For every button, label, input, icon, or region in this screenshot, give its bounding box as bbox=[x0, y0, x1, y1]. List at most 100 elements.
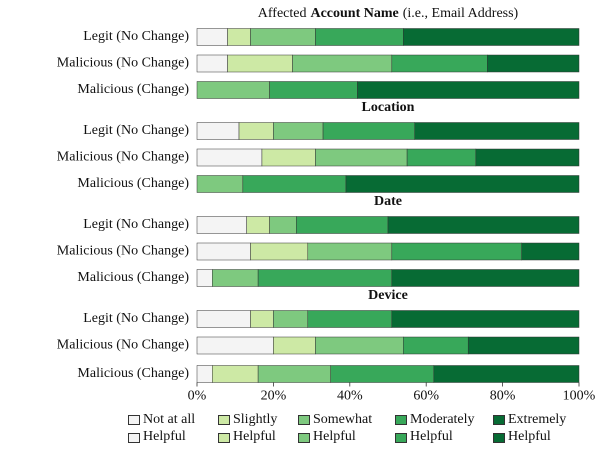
bar-segment bbox=[406, 148, 477, 167]
legend-swatch bbox=[128, 415, 140, 425]
bar-segment bbox=[414, 122, 580, 140]
x-tick-label: 20% bbox=[261, 389, 287, 404]
legend-item: Somewhat Helpful bbox=[298, 411, 379, 451]
legend-label: Somewhat Helpful bbox=[313, 412, 373, 444]
bar-segment bbox=[433, 365, 580, 383]
bar-segment bbox=[403, 336, 469, 355]
bar-segment bbox=[196, 336, 274, 355]
bar-segment bbox=[467, 336, 580, 355]
bar-segment bbox=[242, 175, 347, 193]
x-tick-label: 80% bbox=[490, 389, 516, 404]
bar-segment bbox=[196, 242, 251, 261]
legend-swatch bbox=[395, 415, 407, 425]
category-label: Malicious (No Change) bbox=[57, 244, 190, 259]
chart: Affected Account Name (i.e., Email Address… bbox=[57, 6, 596, 404]
category-label: Malicious (Change) bbox=[77, 176, 189, 191]
bar-segment bbox=[238, 122, 274, 140]
legend-label: Not at all Helpful bbox=[143, 412, 196, 444]
legend-swatch bbox=[218, 415, 230, 425]
bar-segment bbox=[227, 28, 251, 46]
bar-segment bbox=[196, 122, 240, 140]
legend-swatch bbox=[128, 433, 140, 443]
bar-segment bbox=[227, 54, 293, 73]
title-part: Affected bbox=[258, 6, 307, 21]
bar-segment bbox=[196, 269, 213, 287]
category-label: Malicious (No Change) bbox=[57, 56, 190, 71]
category-label: Malicious (No Change) bbox=[57, 150, 190, 165]
category-label: Legit (No Change) bbox=[83, 311, 189, 326]
panel-title: Affected Account Name (i.e., Email Address… bbox=[258, 6, 519, 21]
category-label: Malicious (Change) bbox=[77, 270, 189, 285]
bar-segment bbox=[273, 310, 309, 328]
legend-swatch bbox=[493, 415, 505, 425]
title-part: (i.e., Email Address) bbox=[403, 6, 519, 21]
bar-segment bbox=[345, 175, 580, 193]
bar-segment bbox=[273, 336, 316, 355]
legend-item: Not at all Helpful bbox=[128, 411, 209, 451]
bar-segment bbox=[475, 148, 580, 167]
bar-segment bbox=[257, 269, 393, 287]
bar-segment bbox=[296, 216, 389, 234]
panel-title: Location bbox=[362, 100, 415, 115]
x-tick-label: 60% bbox=[413, 389, 439, 404]
legend-label: Slightly Helpful bbox=[233, 412, 278, 444]
bar-segment bbox=[250, 28, 316, 46]
bar-segment bbox=[292, 54, 393, 73]
category-label: Legit (No Change) bbox=[83, 217, 189, 232]
bar-segment bbox=[269, 216, 297, 234]
bar-segment bbox=[261, 148, 316, 167]
bar-segment bbox=[212, 365, 259, 383]
x-tick-label: 0% bbox=[188, 389, 207, 404]
bar-segment bbox=[196, 54, 228, 73]
bar-segment bbox=[250, 242, 309, 261]
legend-swatch bbox=[298, 415, 310, 425]
bar-segment bbox=[307, 242, 393, 261]
bar-segment bbox=[391, 310, 580, 328]
bar-segment bbox=[212, 269, 259, 287]
bar-segment bbox=[196, 216, 247, 234]
bar-segment bbox=[196, 81, 270, 99]
legend-swatch bbox=[395, 433, 407, 443]
bar-segment bbox=[196, 175, 244, 193]
bar-segment bbox=[196, 148, 263, 167]
legend-item: Extremely Helpful bbox=[493, 411, 574, 451]
legend: Not at all Helpful Slightly Helpful Somewh… bbox=[0, 411, 599, 451]
legend-label: Moderately Helpful bbox=[410, 412, 475, 444]
bar-segment bbox=[387, 216, 580, 234]
legend-swatch bbox=[493, 433, 505, 443]
bar-segment bbox=[391, 269, 580, 287]
category-label: Malicious (Change) bbox=[77, 82, 189, 97]
legend-item: Slightly Helpful bbox=[218, 411, 299, 451]
category-label: Legit (No Change) bbox=[83, 123, 189, 138]
panel-title: Device bbox=[368, 288, 408, 303]
bar-segment bbox=[196, 365, 213, 383]
bar-segment bbox=[307, 310, 393, 328]
bar-segment bbox=[196, 310, 251, 328]
bar-segment bbox=[246, 216, 270, 234]
bar-segment bbox=[269, 81, 358, 99]
bar-segment bbox=[357, 81, 580, 99]
bar-segment bbox=[315, 148, 408, 167]
bar-segment bbox=[196, 28, 228, 46]
bar-segment bbox=[521, 242, 580, 261]
bar-segment bbox=[322, 122, 415, 140]
title-part: Account Name bbox=[310, 6, 398, 21]
bar-segment bbox=[273, 122, 324, 140]
bar-segment bbox=[315, 336, 404, 355]
category-label: Malicious (Change) bbox=[77, 366, 189, 381]
bar-segment bbox=[315, 28, 404, 46]
bar-segment bbox=[330, 365, 435, 383]
bar-segment bbox=[391, 54, 488, 73]
bar-segment bbox=[250, 310, 274, 328]
legend-item: Moderately Helpful bbox=[395, 411, 476, 451]
category-label: Malicious (No Change) bbox=[57, 338, 190, 353]
legend-label: Extremely Helpful bbox=[508, 412, 567, 444]
x-tick-label: 100% bbox=[563, 389, 596, 404]
panel-title: Date bbox=[374, 194, 402, 209]
bar-segment bbox=[403, 28, 580, 46]
legend-swatch bbox=[218, 433, 230, 443]
legend-swatch bbox=[298, 433, 310, 443]
bar-segment bbox=[487, 54, 580, 73]
x-tick-label: 40% bbox=[337, 389, 363, 404]
